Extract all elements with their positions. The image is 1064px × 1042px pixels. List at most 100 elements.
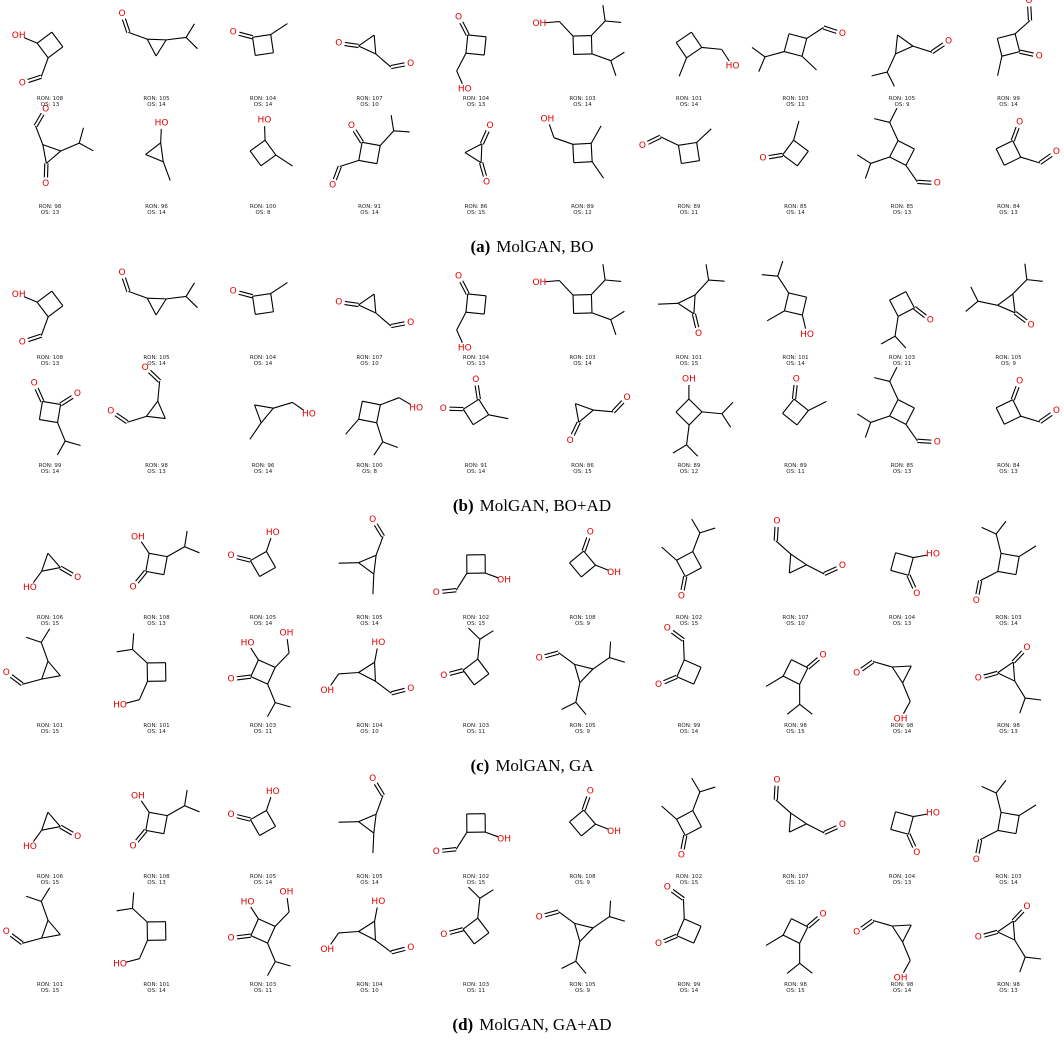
bond <box>251 660 259 677</box>
bond <box>549 124 554 137</box>
bond <box>996 793 1001 812</box>
molecule: O <box>3 629 61 686</box>
bond <box>684 577 687 591</box>
bond <box>478 385 480 399</box>
bond <box>359 294 375 305</box>
bond <box>161 143 164 162</box>
bond <box>237 934 251 936</box>
bond <box>575 404 593 410</box>
bond <box>874 119 890 123</box>
bond <box>783 140 794 155</box>
bond <box>79 128 83 143</box>
bond <box>1001 553 1019 556</box>
atom-label: O <box>793 375 800 385</box>
os-label: OS: 10 <box>360 988 379 994</box>
bond <box>391 947 405 950</box>
bond <box>722 49 730 61</box>
bond <box>377 783 384 795</box>
molecule: OHO <box>228 528 280 577</box>
bond <box>460 282 466 294</box>
os-label: OS: 9 <box>575 729 590 735</box>
atom-label: HO <box>458 85 472 95</box>
bond <box>980 830 998 839</box>
bond <box>478 918 489 933</box>
molecule: OHO <box>433 555 511 598</box>
bond <box>658 303 678 304</box>
bond <box>776 800 791 813</box>
bond <box>700 787 715 792</box>
atom-label: O <box>567 436 574 446</box>
bond <box>789 554 790 573</box>
molecule: OO <box>773 516 846 575</box>
molecule: OH <box>532 264 624 335</box>
bond <box>913 309 924 318</box>
bond <box>687 445 698 456</box>
bond <box>359 419 377 423</box>
os-label: OS: 14 <box>893 729 912 735</box>
bond <box>784 52 802 57</box>
bond <box>391 115 394 131</box>
bond <box>37 291 52 302</box>
bond <box>722 402 733 414</box>
bond <box>463 670 474 685</box>
atom-label: HO <box>23 583 37 593</box>
bond <box>1039 413 1050 421</box>
os-label: OS: 11 <box>467 729 485 735</box>
bond <box>383 442 398 448</box>
bond <box>984 930 997 934</box>
bond <box>611 52 625 60</box>
bond <box>861 660 872 668</box>
molecule: OHOOH <box>227 629 293 717</box>
bond <box>898 35 913 46</box>
bond <box>250 423 261 440</box>
atom-label: HO <box>241 898 255 908</box>
atom-label: O <box>3 668 10 678</box>
bond <box>146 812 149 830</box>
bond <box>268 926 276 943</box>
bond <box>903 666 912 683</box>
atom-label: O <box>759 154 766 164</box>
bond <box>12 934 23 942</box>
bond <box>998 673 1015 681</box>
bond <box>559 281 573 296</box>
os-label: OS: 13 <box>893 210 912 216</box>
molecule: OHOOH <box>227 888 293 976</box>
bond <box>1016 816 1019 834</box>
molecule: OOH <box>570 787 621 837</box>
molecule: O <box>759 121 808 166</box>
bond <box>359 46 376 54</box>
bond <box>591 280 605 295</box>
bond <box>42 812 48 830</box>
atom-label: O <box>536 653 543 663</box>
bond <box>649 138 662 144</box>
bond <box>468 628 479 639</box>
molecule: O <box>766 909 827 973</box>
molecule: HOO <box>891 809 940 858</box>
atom-label: O <box>678 851 685 861</box>
bond <box>253 37 256 55</box>
os-label: OS: 11 <box>254 988 272 994</box>
bond <box>677 677 694 684</box>
bond <box>614 403 624 413</box>
atom-label: O <box>853 928 860 938</box>
bond <box>809 919 820 928</box>
bond <box>489 415 509 419</box>
bond <box>1021 416 1040 422</box>
atom-label: O <box>74 832 81 842</box>
os-label: OS: 14 <box>360 880 379 886</box>
bond <box>236 559 250 562</box>
bond <box>691 32 701 47</box>
bond <box>984 671 997 675</box>
bond <box>605 280 621 281</box>
bond <box>789 824 806 832</box>
bond <box>457 53 466 71</box>
bond <box>676 399 689 412</box>
bond <box>60 396 72 404</box>
bond <box>544 651 557 655</box>
bond <box>857 155 870 164</box>
atom-label: OH <box>540 114 554 124</box>
bond <box>156 299 166 315</box>
bond <box>22 938 41 943</box>
bond <box>58 423 66 441</box>
molecule: O <box>973 780 1036 865</box>
